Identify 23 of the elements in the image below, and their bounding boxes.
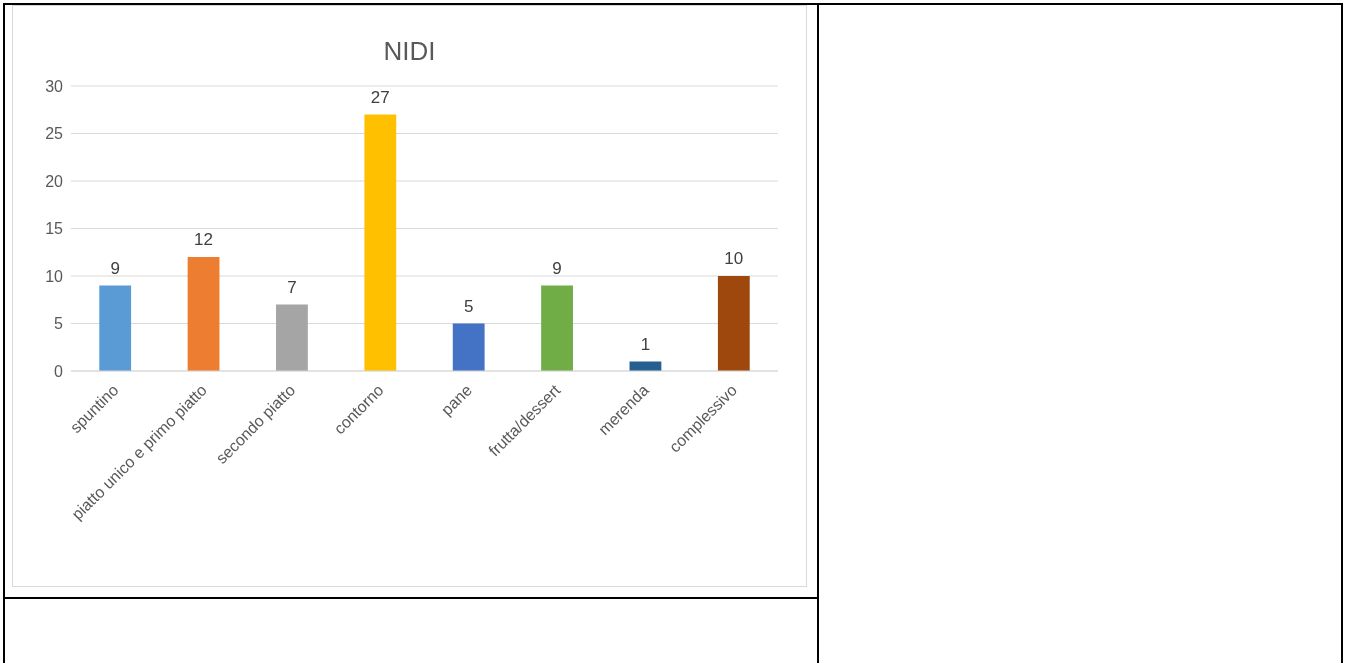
bar (99, 285, 132, 371)
bar (717, 276, 750, 371)
bar (452, 323, 485, 371)
bar (187, 257, 220, 371)
data-label: 1 (640, 334, 651, 354)
data-label: 27 (370, 87, 390, 107)
y-tick-label: 20 (45, 172, 64, 190)
y-tick-label: 15 (45, 220, 64, 238)
data-label: 5 (463, 296, 474, 316)
bar (276, 304, 308, 371)
y-tick-label: 0 (54, 362, 64, 380)
y-tick-label: 10 (45, 267, 64, 285)
chart-title: NIDI (382, 36, 437, 68)
data-label: 10 (724, 249, 744, 268)
y-tick-label: 30 (45, 77, 64, 95)
data-label: 9 (552, 258, 562, 278)
y-tick-label: 5 (54, 315, 64, 333)
y-tick-label: 25 (45, 125, 64, 143)
data-label: 9 (110, 258, 120, 278)
data-label: 12 (194, 230, 214, 249)
bar (364, 114, 397, 371)
data-label: 7 (287, 277, 297, 297)
bar (541, 285, 573, 371)
